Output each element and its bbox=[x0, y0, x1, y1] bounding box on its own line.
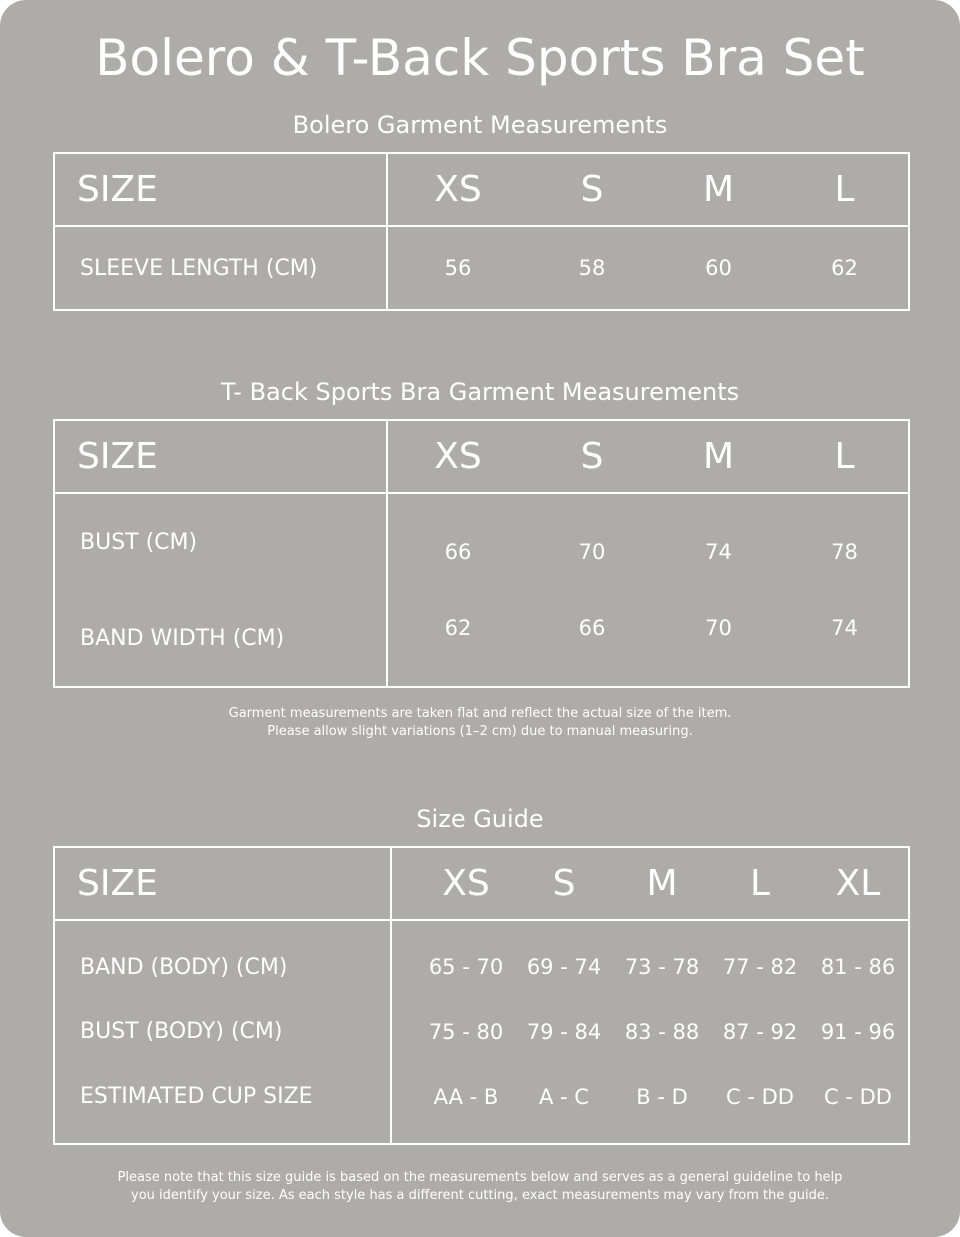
cell: 79 - 84 bbox=[526, 1019, 602, 1044]
table-body: BUST (CM) BAND WIDTH (CM) 66 70 74 78 62… bbox=[55, 494, 908, 686]
table-body: BAND (BODY) (CM) BUST (BODY) (CM) ESTIMA… bbox=[55, 921, 908, 1143]
table-header-row: SIZE XS S M L bbox=[55, 421, 908, 494]
bolero-table: SIZE XS S M L SLEEVE LENGTH (CM) 56 58 6… bbox=[53, 152, 910, 311]
row-label: ESTIMATED CUP SIZE bbox=[80, 1084, 313, 1110]
note-line: Garment measurements are taken flat and … bbox=[228, 706, 732, 721]
guide-note: Please note that this size guide is base… bbox=[0, 1169, 960, 1205]
size-label: SIZE bbox=[55, 154, 388, 225]
size-header: S bbox=[580, 436, 604, 477]
size-label: SIZE bbox=[55, 421, 388, 492]
cell: C - DD bbox=[824, 1084, 892, 1109]
cell: C - DD bbox=[726, 1084, 794, 1109]
guide-table: SIZE XS S M L XL BAND (BODY) (CM) BUST (… bbox=[53, 846, 910, 1145]
cell: 70 bbox=[705, 616, 732, 640]
size-header: M bbox=[702, 436, 735, 477]
row-label: BUST (BODY) (CM) bbox=[80, 1019, 283, 1045]
cell: 81 - 86 bbox=[820, 955, 896, 980]
size-header: L bbox=[834, 436, 855, 477]
cell: 58 bbox=[578, 256, 606, 280]
size-header: M bbox=[702, 169, 735, 210]
table-header-row: SIZE XS S M L XL bbox=[55, 848, 908, 921]
row-label: SLEEVE LENGTH (CM) bbox=[80, 255, 318, 281]
table-header-row: SIZE XS S M L bbox=[55, 154, 908, 227]
guide-heading: Size Guide bbox=[416, 805, 544, 833]
cell: 74 bbox=[705, 540, 732, 564]
cell: 91 - 96 bbox=[820, 1019, 896, 1044]
cell: 66 bbox=[578, 616, 606, 640]
size-header: XS bbox=[434, 169, 482, 210]
row-label: BAND (BODY) (CM) bbox=[80, 954, 288, 980]
cell: 74 bbox=[831, 616, 858, 640]
size-header: L bbox=[749, 863, 771, 904]
cell: 77 - 82 bbox=[722, 955, 798, 980]
cell: 62 bbox=[444, 616, 472, 640]
cell: A - C bbox=[539, 1084, 589, 1109]
cell: 65 - 70 bbox=[428, 955, 504, 980]
page-title: Bolero & T-Back Sports Bra Set bbox=[95, 29, 865, 87]
table-row: 56 58 60 62 bbox=[388, 227, 908, 309]
note-line: Please allow slight variations (1–2 cm) … bbox=[267, 724, 693, 739]
cell: 78 bbox=[831, 540, 858, 564]
bra-note: Garment measurements are taken flat and … bbox=[0, 705, 960, 741]
size-header: XS bbox=[434, 436, 482, 477]
cell: 83 - 88 bbox=[624, 1019, 700, 1044]
cell: 75 - 80 bbox=[428, 1019, 504, 1044]
row-label: BAND WIDTH (CM) bbox=[80, 625, 285, 651]
size-label: SIZE bbox=[55, 848, 392, 919]
cell: 87 - 92 bbox=[722, 1019, 798, 1044]
cell: 69 - 74 bbox=[526, 955, 602, 980]
size-header: L bbox=[834, 169, 855, 210]
table-body: SLEEVE LENGTH (CM) 56 58 60 62 bbox=[55, 227, 908, 309]
cell: 73 - 78 bbox=[624, 955, 700, 980]
bra-table: SIZE XS S M L BUST (CM) BAND WIDTH (CM) … bbox=[53, 419, 910, 688]
row-label: BUST (CM) bbox=[80, 529, 198, 555]
cell: 70 bbox=[578, 540, 606, 564]
size-header: XL bbox=[835, 863, 881, 904]
size-header: M bbox=[646, 863, 678, 904]
cell: AA - B bbox=[433, 1084, 499, 1109]
note-line: Please note that this size guide is base… bbox=[117, 1170, 843, 1185]
cell: 60 bbox=[705, 256, 732, 280]
note-line: you identify your size. As each style ha… bbox=[131, 1188, 829, 1203]
cell: 66 bbox=[444, 540, 472, 564]
cell: 56 bbox=[444, 256, 472, 280]
size-header: S bbox=[580, 169, 604, 210]
size-header: XS bbox=[442, 863, 490, 904]
bra-heading: T- Back Sports Bra Garment Measurements bbox=[220, 378, 740, 406]
cell: 62 bbox=[831, 256, 858, 280]
bolero-heading: Bolero Garment Measurements bbox=[292, 111, 668, 139]
cell: B - D bbox=[636, 1084, 688, 1109]
size-header: S bbox=[552, 863, 576, 904]
